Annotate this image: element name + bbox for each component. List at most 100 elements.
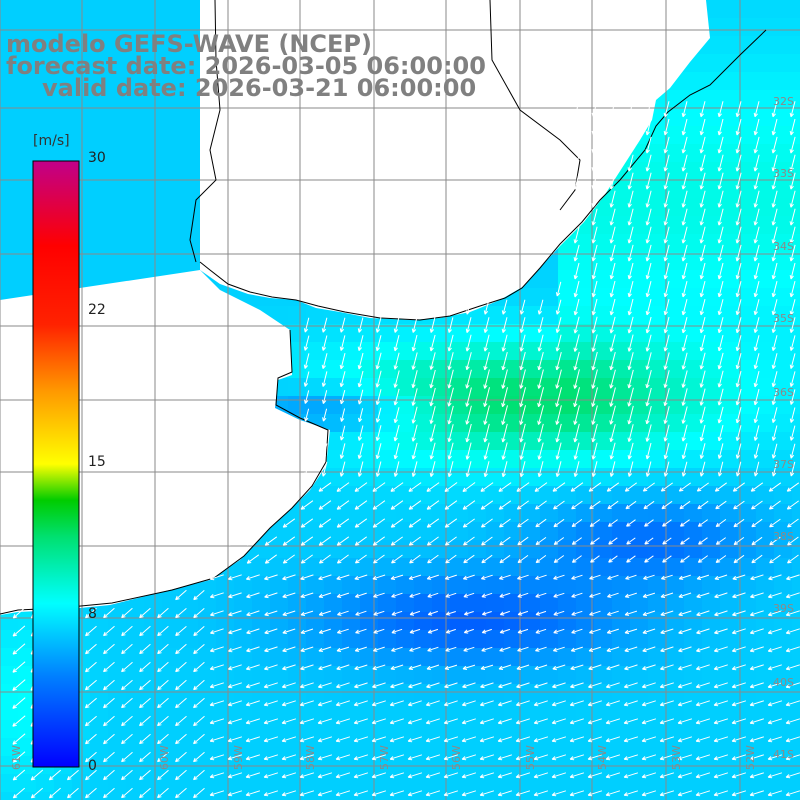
field-cell <box>666 414 684 432</box>
field-cell <box>738 360 756 378</box>
field-cell <box>738 306 756 324</box>
wind-arrow <box>570 482 584 492</box>
field-cell <box>252 720 270 738</box>
field-cell <box>792 0 800 18</box>
field-cell <box>522 540 540 558</box>
wind-arrow <box>715 537 726 545</box>
field-cell <box>432 540 450 558</box>
field-cell <box>504 738 522 756</box>
wind-arrow <box>429 299 436 315</box>
wind-arrow <box>245 574 260 581</box>
wind-arrow <box>409 610 421 616</box>
field-cell <box>648 558 666 576</box>
field-cell <box>108 792 126 800</box>
wind-arrow <box>735 299 742 316</box>
field-cell <box>396 594 414 612</box>
field-cell <box>162 126 180 144</box>
wind-arrow <box>264 518 278 528</box>
wind-arrow <box>732 592 746 599</box>
colorbar-tick: 15 <box>88 454 106 470</box>
field-cell <box>792 252 800 270</box>
wind-arrow <box>553 500 565 510</box>
field-cell <box>666 522 684 540</box>
wind-arrow <box>641 682 656 689</box>
field-cell <box>324 450 342 468</box>
field-cell <box>342 540 360 558</box>
field-cell <box>792 396 800 414</box>
wind-arrow <box>591 262 598 280</box>
field-cell <box>558 702 576 720</box>
wind-arrow <box>209 574 224 581</box>
field-cell <box>630 630 648 648</box>
field-cell <box>360 486 378 504</box>
field-cell <box>540 630 558 648</box>
wind-arrow <box>519 317 526 334</box>
field-cell <box>774 666 792 684</box>
field-cell <box>0 162 18 180</box>
field-cell <box>666 216 684 234</box>
wind-arrow <box>645 369 652 389</box>
wind-arrow <box>609 136 616 154</box>
field-cell <box>126 612 144 630</box>
field-cell <box>72 36 90 54</box>
wind-arrow <box>121 661 133 673</box>
field-cell <box>378 648 396 666</box>
field-cell <box>738 216 756 234</box>
field-cell <box>342 720 360 738</box>
field-cell <box>468 720 486 738</box>
wind-arrow <box>699 316 706 334</box>
field-cell <box>108 126 126 144</box>
wind-arrow <box>517 518 529 528</box>
wind-arrow <box>626 555 636 563</box>
field-cell <box>486 774 504 792</box>
wind-arrow <box>84 715 97 727</box>
wind-arrow <box>535 554 547 564</box>
wind-arrow <box>606 482 620 492</box>
wind-arrow <box>537 334 544 352</box>
wind-arrow <box>659 700 674 707</box>
field-cell <box>0 144 18 162</box>
field-cell <box>306 774 324 792</box>
field-cell <box>468 486 486 504</box>
field-cell <box>666 774 684 792</box>
wind-arrow <box>645 244 652 262</box>
wind-arrow <box>625 574 637 580</box>
field-cell <box>306 738 324 756</box>
field-cell <box>18 54 36 72</box>
wind-arrow <box>84 679 97 691</box>
wind-arrow <box>318 482 332 492</box>
wind-arrow <box>589 610 601 616</box>
wind-arrow <box>371 772 387 779</box>
field-cell <box>720 774 738 792</box>
field-cell <box>576 738 594 756</box>
wind-arrow <box>786 482 800 492</box>
field-cell <box>126 180 144 198</box>
field-cell <box>612 792 630 800</box>
field-cell <box>504 414 522 432</box>
field-cell <box>774 594 792 612</box>
field-cell <box>270 702 288 720</box>
field-cell <box>738 396 756 414</box>
field-cell <box>558 270 576 288</box>
field-cell <box>792 684 800 702</box>
field-cell <box>540 612 558 630</box>
field-cell <box>180 792 198 800</box>
field-cell <box>522 666 540 684</box>
field-cell <box>774 180 792 198</box>
field-cell <box>288 630 306 648</box>
field-cell <box>612 342 630 360</box>
wind-arrow <box>517 536 529 546</box>
wind-arrow <box>318 592 332 598</box>
wind-arrow <box>663 316 670 334</box>
wind-arrow <box>555 317 562 334</box>
field-cell <box>612 504 630 522</box>
field-cell <box>162 630 180 648</box>
field-cell <box>126 144 144 162</box>
wind-arrow <box>749 718 765 725</box>
field-cell <box>180 684 198 702</box>
field-cell <box>576 396 594 414</box>
wind-arrow <box>587 700 602 707</box>
wind-arrow <box>318 518 332 528</box>
field-cell <box>234 702 252 720</box>
wind-arrow <box>443 772 459 779</box>
